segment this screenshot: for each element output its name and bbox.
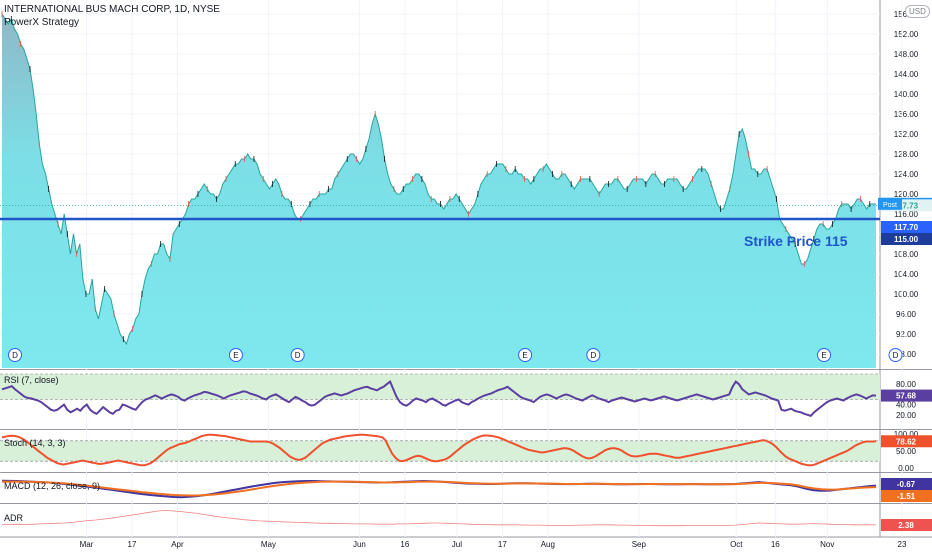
rsi-tick-label: 40.00 [896,401,917,410]
price-tick-label: 96.00 [896,310,917,319]
adr-last-label [881,519,932,531]
event-marker [290,348,305,362]
price-tick-label: 152.00 [894,30,919,39]
price-tick-label: 100.00 [894,290,919,299]
rsi-tick-label: 80.00 [896,380,917,389]
stoch-pane-title: Stoch (14, 3, 3) [4,438,66,448]
event-marker-label: D [12,351,18,360]
stoch-tick-label: 50.00 [896,447,917,456]
stoch-last-label [881,435,932,448]
rsi-tick-label: 20.00 [896,411,917,420]
event-marker-label: D [590,351,596,360]
rsi-last-label-text: 57.68 [896,392,917,401]
adr-last-label-text: 2.38 [898,521,914,530]
time-tick-label: Aug [541,540,555,549]
time-tick-label: Oct [730,540,743,549]
pane-macd [0,474,880,502]
time-tick-label: 16 [771,540,780,549]
event-marker [228,348,243,362]
stoch-series-0 [1,433,877,467]
event-marker-label: E [821,351,826,360]
event-marker [7,348,22,362]
event-marker-label: D [295,351,301,360]
rsi-series-0 [1,379,877,417]
price-tick-label: 132.00 [894,130,919,139]
macd-pane-title: MACD (12, 26, close, 9) [4,481,101,491]
price-tick-label: 104.00 [894,270,919,279]
time-tick-label: Mar [80,540,94,549]
strategy-name: PowerX Strategy [4,17,80,28]
price-tick-label: 108.00 [894,250,919,259]
price-tick-label: 88.00 [896,350,917,359]
time-tick-label: 17 [128,540,137,549]
macd-series-1 [2,480,877,497]
stoch-band [0,440,880,462]
post-badge-text: Post [883,202,897,209]
price-tick-label: 136.00 [894,110,919,119]
price-tick-label: 124.00 [894,170,919,179]
rsi-band [0,374,880,400]
price-tick-label: 116.00 [894,210,918,219]
adr-series-0 [1,509,877,527]
event-marker [518,348,533,362]
event-marker [888,348,903,362]
time-tick-label: 16 [400,540,409,549]
pane-adr [0,505,880,535]
price-area [2,14,876,368]
adr-pane-title: ADR [4,513,24,523]
signal-last-label-text: -1.51 [897,492,916,501]
currency-badge[interactable]: USD [905,5,930,18]
time-tick-label: Sep [632,540,647,549]
price-line [1,13,876,346]
time-tick-label: Jun [353,540,366,549]
event-marker-label: D [893,351,899,360]
rsi-pane-title: RSI (7, close) [4,375,59,385]
time-tick-label: May [261,540,276,549]
event-marker [817,348,832,362]
time-tick-label: 23 [898,540,907,549]
price-tick-label: 128.00 [894,150,919,159]
event-marker [586,348,601,362]
event-marker-label: E [233,351,238,360]
price-tick-label: 148.00 [894,50,919,59]
macd-last-label-text: -0.67 [897,480,916,489]
price-label-close [881,221,932,233]
price-label-text: 117.70 [894,223,919,232]
stoch-tick-label: 100.00 [894,430,919,439]
price-tick-label: 92.00 [896,330,917,339]
rsi-last-label [881,389,932,402]
event-marker-label: E [522,351,527,360]
price-tick-label: 140.00 [894,90,919,99]
price-label-text: 115.00 [894,235,919,244]
time-tick-label: Apr [171,540,184,549]
signal-last-label [881,490,932,502]
price-label-strike [881,233,932,245]
price-label-text: 117.73 [894,201,919,210]
chart-title: INTERNATIONAL BUS MACH CORP, 1D, NYSE [4,4,220,15]
price-tick-label: 144.00 [894,70,919,79]
macd-last-label [881,478,932,490]
stoch-tick-label: 0.00 [898,464,914,473]
post-badge [878,197,902,210]
time-tick-label: Nov [820,540,834,549]
time-tick-label: 17 [498,540,507,549]
time-tick-label: Jul [452,540,462,549]
strike-price-label: Strike Price 115 [744,233,848,249]
price-tick-label: 120.00 [894,190,919,199]
stoch-last-label-text: 78.62 [896,437,917,446]
